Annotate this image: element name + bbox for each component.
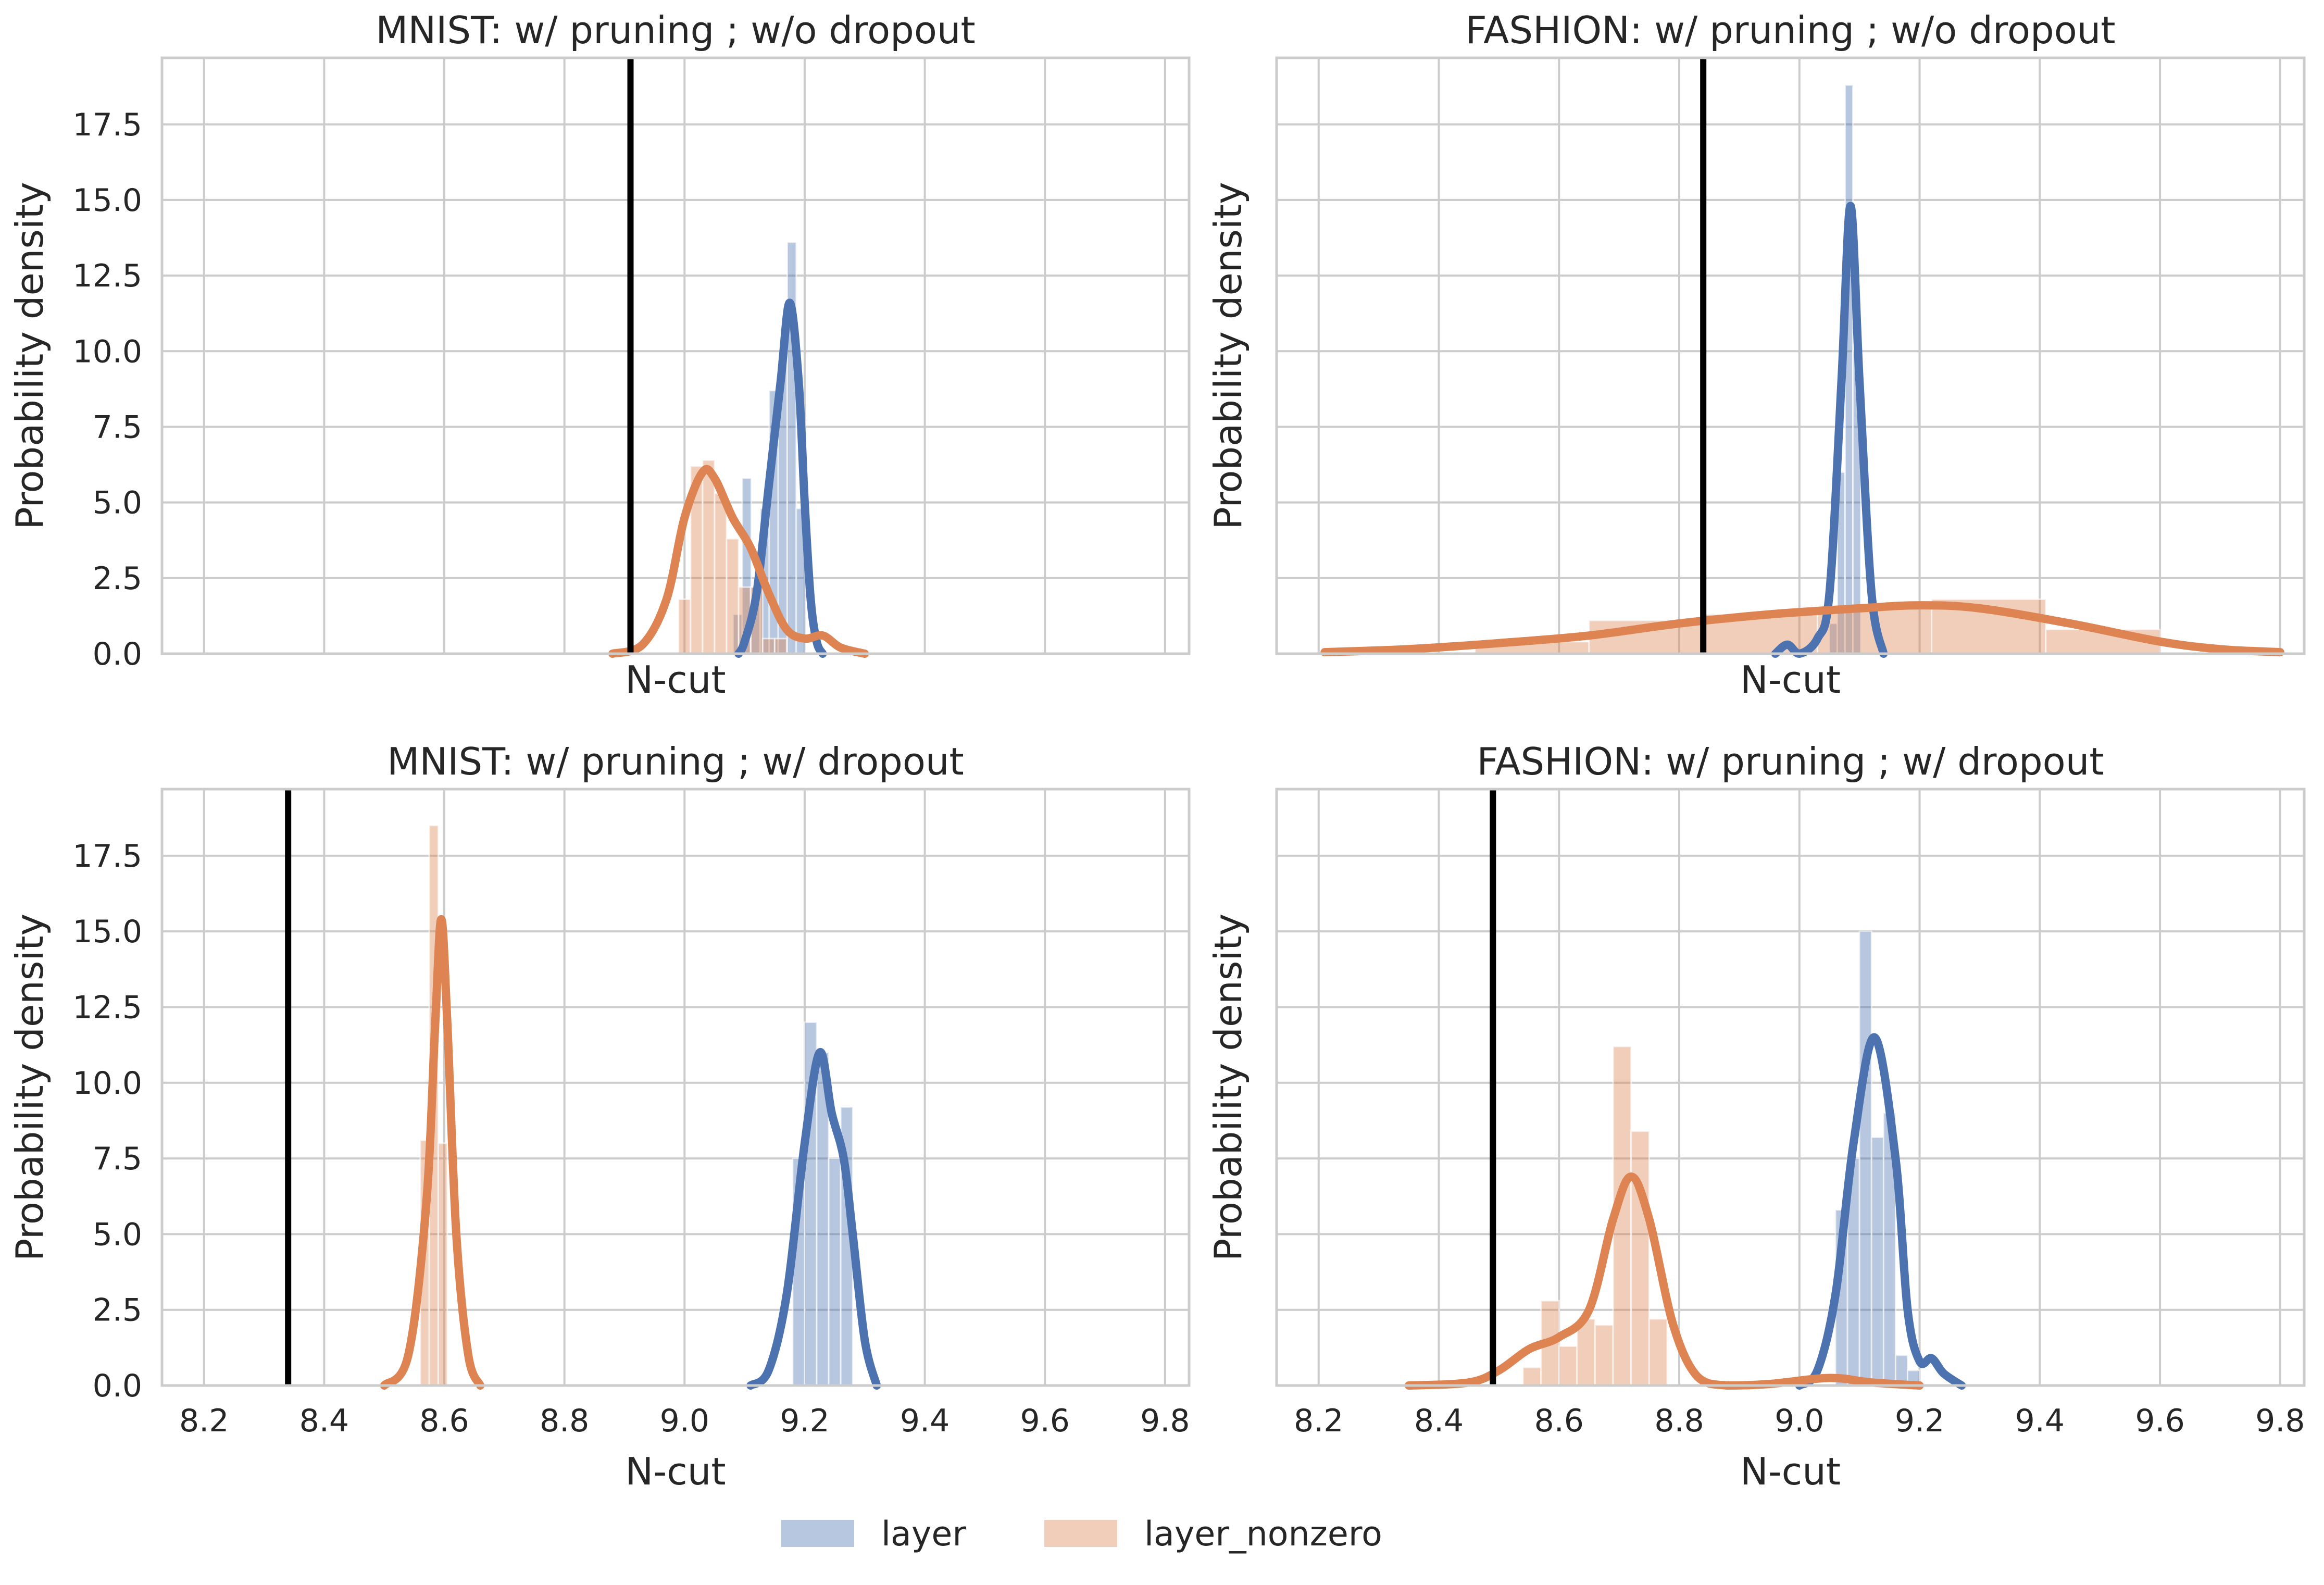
x-tick-label: 8.6 xyxy=(1534,1403,1584,1439)
x-tick-label: 9.4 xyxy=(900,1403,949,1439)
hist-bar-layer_nonzero xyxy=(437,1142,448,1387)
hist-bar-layer xyxy=(1858,930,1872,1387)
y-tick-label: 12.5 xyxy=(72,989,142,1026)
plot-frame xyxy=(160,56,1191,655)
panel-4: FASHION: w/ pruning ; w/ dropout 8.2 8.4 8.… xyxy=(1206,740,2306,1493)
kde-curve-layer_nonzero xyxy=(1320,601,2284,657)
x-tick-label: 8.2 xyxy=(179,1403,229,1439)
y-tick-label: 17.5 xyxy=(72,838,142,875)
hist-bar-layer_nonzero xyxy=(761,638,776,655)
x-axis-label: N-cut xyxy=(625,1450,726,1493)
hist-bar-layer_nonzero xyxy=(1594,1324,1614,1387)
x-tick-label: 8.4 xyxy=(1414,1403,1464,1439)
y-axis-label: Probability density xyxy=(1206,182,1250,529)
y-tick-label: 7.5 xyxy=(93,1141,142,1177)
x-tick-label: 8.6 xyxy=(419,1403,469,1439)
x-tick-label: 8.8 xyxy=(1654,1403,1704,1439)
plot-area xyxy=(1277,58,2304,654)
x-tick-label: 9.2 xyxy=(780,1403,829,1439)
y-tick-label: 15.0 xyxy=(72,914,142,950)
hist-bar-layer_nonzero xyxy=(726,538,740,655)
x-tick-label: 9.2 xyxy=(1895,1403,1944,1439)
panel-title: FASHION: w/ pruning ; w/ dropout xyxy=(1477,740,2104,783)
y-tick-label: 5.0 xyxy=(93,1216,142,1253)
kde-curve-layer xyxy=(1795,1033,1966,1390)
x-tick-label: 9.0 xyxy=(660,1403,709,1439)
kde-curve-layer xyxy=(746,1048,881,1390)
plot-frame xyxy=(1275,788,2306,1387)
kde-curve-layer xyxy=(734,298,827,658)
hist-bar-layer_nonzero xyxy=(714,492,728,655)
x-axis-label: N-cut xyxy=(1740,658,1841,702)
hist-bar-layer xyxy=(828,1157,842,1387)
x-tick-label: 9.8 xyxy=(2255,1403,2305,1439)
hist-bar-layer_nonzero xyxy=(1648,1318,1668,1387)
y-tick-label: 10.0 xyxy=(72,333,142,370)
legend-label-layer_nonzero: layer_nonzero xyxy=(1144,1515,1382,1554)
y-tick-label: 5.0 xyxy=(93,485,142,521)
plot-area xyxy=(162,789,1189,1386)
x-tick-label: 8.8 xyxy=(540,1403,589,1439)
y-tick-label: 10.0 xyxy=(72,1065,142,1102)
plot-area xyxy=(1277,789,2304,1386)
legend: layer layer_nonzero xyxy=(781,1515,1382,1554)
plot-frame xyxy=(160,788,1191,1387)
y-tick-label: 0.0 xyxy=(93,636,142,672)
kde-curve-layer_nonzero xyxy=(1404,1172,1924,1390)
x-tick-label: 9.4 xyxy=(2015,1403,2065,1439)
y-axis-label: Probability density xyxy=(1206,914,1250,1261)
hist-bar-layer_nonzero xyxy=(1522,1366,1542,1387)
x-tick-label: 9.6 xyxy=(2135,1403,2184,1439)
legend-swatch-layer_nonzero xyxy=(1044,1520,1117,1547)
panel-2: FASHION: w/ pruning ; w/o dropout N-cut Pr… xyxy=(1206,8,2306,702)
y-axis-label: Probability density xyxy=(8,914,52,1261)
x-tick-label: 9.0 xyxy=(1775,1403,1824,1439)
x-tick-label: 8.2 xyxy=(1294,1403,1343,1439)
hist-bar-layer_nonzero xyxy=(1558,1345,1578,1387)
panel-title: MNIST: w/ pruning ; w/o dropout xyxy=(376,8,976,52)
x-tick-label: 8.4 xyxy=(299,1403,349,1439)
x-tick-label: 9.6 xyxy=(1020,1403,1070,1439)
y-tick-label: 2.5 xyxy=(93,560,142,597)
kde-curve-layer_nonzero xyxy=(608,465,869,658)
hist-bar-layer_nonzero xyxy=(1630,1130,1650,1387)
y-tick-label: 17.5 xyxy=(72,107,142,143)
hist-bar-layer_nonzero xyxy=(773,638,788,655)
hist-bar-layer_nonzero xyxy=(702,459,716,655)
panel-title: FASHION: w/ pruning ; w/o dropout xyxy=(1465,8,2115,52)
x-axis-label: N-cut xyxy=(625,658,726,702)
y-tick-label: 0.0 xyxy=(93,1368,142,1404)
y-tick-label: 15.0 xyxy=(72,182,142,219)
hist-bar-layer xyxy=(1870,1136,1884,1387)
kde-curve-layer_nonzero xyxy=(380,915,485,1390)
plot-frame xyxy=(1275,56,2306,655)
y-tick-label: 12.5 xyxy=(72,258,142,294)
x-tick-label: 9.8 xyxy=(1140,1403,1190,1439)
kde-curve-layer xyxy=(1771,202,1888,658)
legend-label-layer: layer xyxy=(881,1515,966,1554)
hist-bar-layer_nonzero xyxy=(678,598,692,655)
y-tick-label: 2.5 xyxy=(93,1292,142,1329)
panel-3: MNIST: w/ pruning ; w/ dropout 0.0 2.5 5.0 7… xyxy=(8,740,1191,1493)
y-tick-label: 7.5 xyxy=(93,409,142,445)
legend-swatch-layer xyxy=(781,1520,854,1547)
panel-1: MNIST: w/ pruning ; w/o dropout 0.0 2.5 5.0… xyxy=(8,8,1191,702)
x-axis-label: N-cut xyxy=(1740,1450,1841,1493)
panel-title: MNIST: w/ pruning ; w/ dropout xyxy=(387,740,964,783)
y-axis-label: Probability density xyxy=(8,182,52,529)
